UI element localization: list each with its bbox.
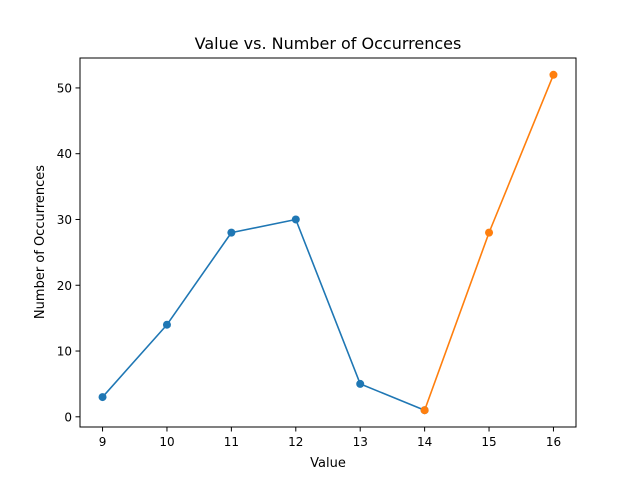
x-tick-label: 13 bbox=[353, 435, 368, 449]
series-2-point bbox=[485, 228, 494, 237]
series-2-point bbox=[420, 406, 429, 415]
x-tick-label: 16 bbox=[546, 435, 561, 449]
y-tick-label: 20 bbox=[57, 279, 72, 293]
y-tick-label: 30 bbox=[57, 213, 72, 227]
y-axis-label: Number of Occurrences bbox=[33, 165, 48, 319]
axes-frame bbox=[79, 57, 577, 428]
x-tick-label: 10 bbox=[159, 435, 174, 449]
y-tick-label: 40 bbox=[57, 147, 72, 161]
x-axis-label: Value bbox=[310, 456, 346, 471]
x-tick-label: 15 bbox=[481, 435, 496, 449]
series-1-line bbox=[101, 218, 425, 411]
chart-title: Value vs. Number of Occurrences bbox=[195, 34, 462, 53]
series-1-point bbox=[356, 379, 365, 388]
series-1-point bbox=[162, 320, 171, 329]
series-1-point bbox=[291, 215, 300, 224]
series-1-point bbox=[98, 393, 107, 402]
plot-area: 9 10 11 12 13 14 15 16 0 10 20 30 40 50 bbox=[57, 57, 577, 449]
y-tick-label: 50 bbox=[57, 81, 72, 95]
x-tick-label: 11 bbox=[224, 435, 239, 449]
series-2-point bbox=[549, 70, 558, 79]
y-tick-label: 0 bbox=[64, 410, 72, 424]
x-tick-label: 12 bbox=[288, 435, 303, 449]
y-tick-label: 10 bbox=[57, 345, 72, 359]
x-tick-label: 14 bbox=[417, 435, 432, 449]
x-tick-label: 9 bbox=[99, 435, 107, 449]
series-1-point bbox=[227, 228, 236, 237]
